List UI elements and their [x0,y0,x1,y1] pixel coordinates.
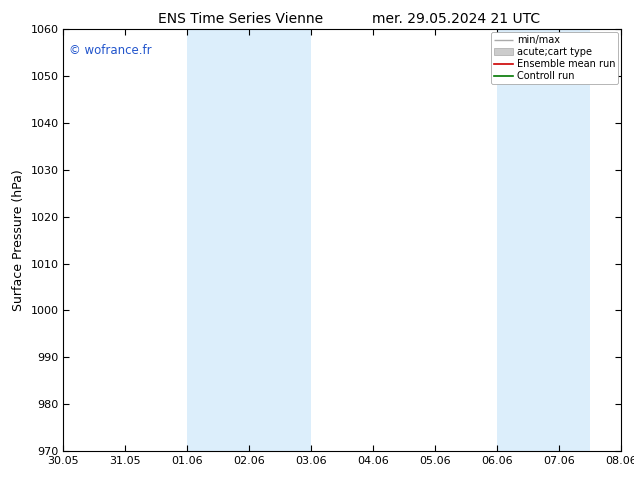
Y-axis label: Surface Pressure (hPa): Surface Pressure (hPa) [12,169,25,311]
Bar [497,29,590,451]
Text: mer. 29.05.2024 21 UTC: mer. 29.05.2024 21 UTC [372,12,541,26]
Bar [188,29,311,451]
Text: ENS Time Series Vienne: ENS Time Series Vienne [158,12,323,26]
Text: © wofrance.fr: © wofrance.fr [69,44,152,57]
Legend: min/max, acute;cart type, Ensemble mean run, Controll run: min/max, acute;cart type, Ensemble mean … [491,32,618,84]
